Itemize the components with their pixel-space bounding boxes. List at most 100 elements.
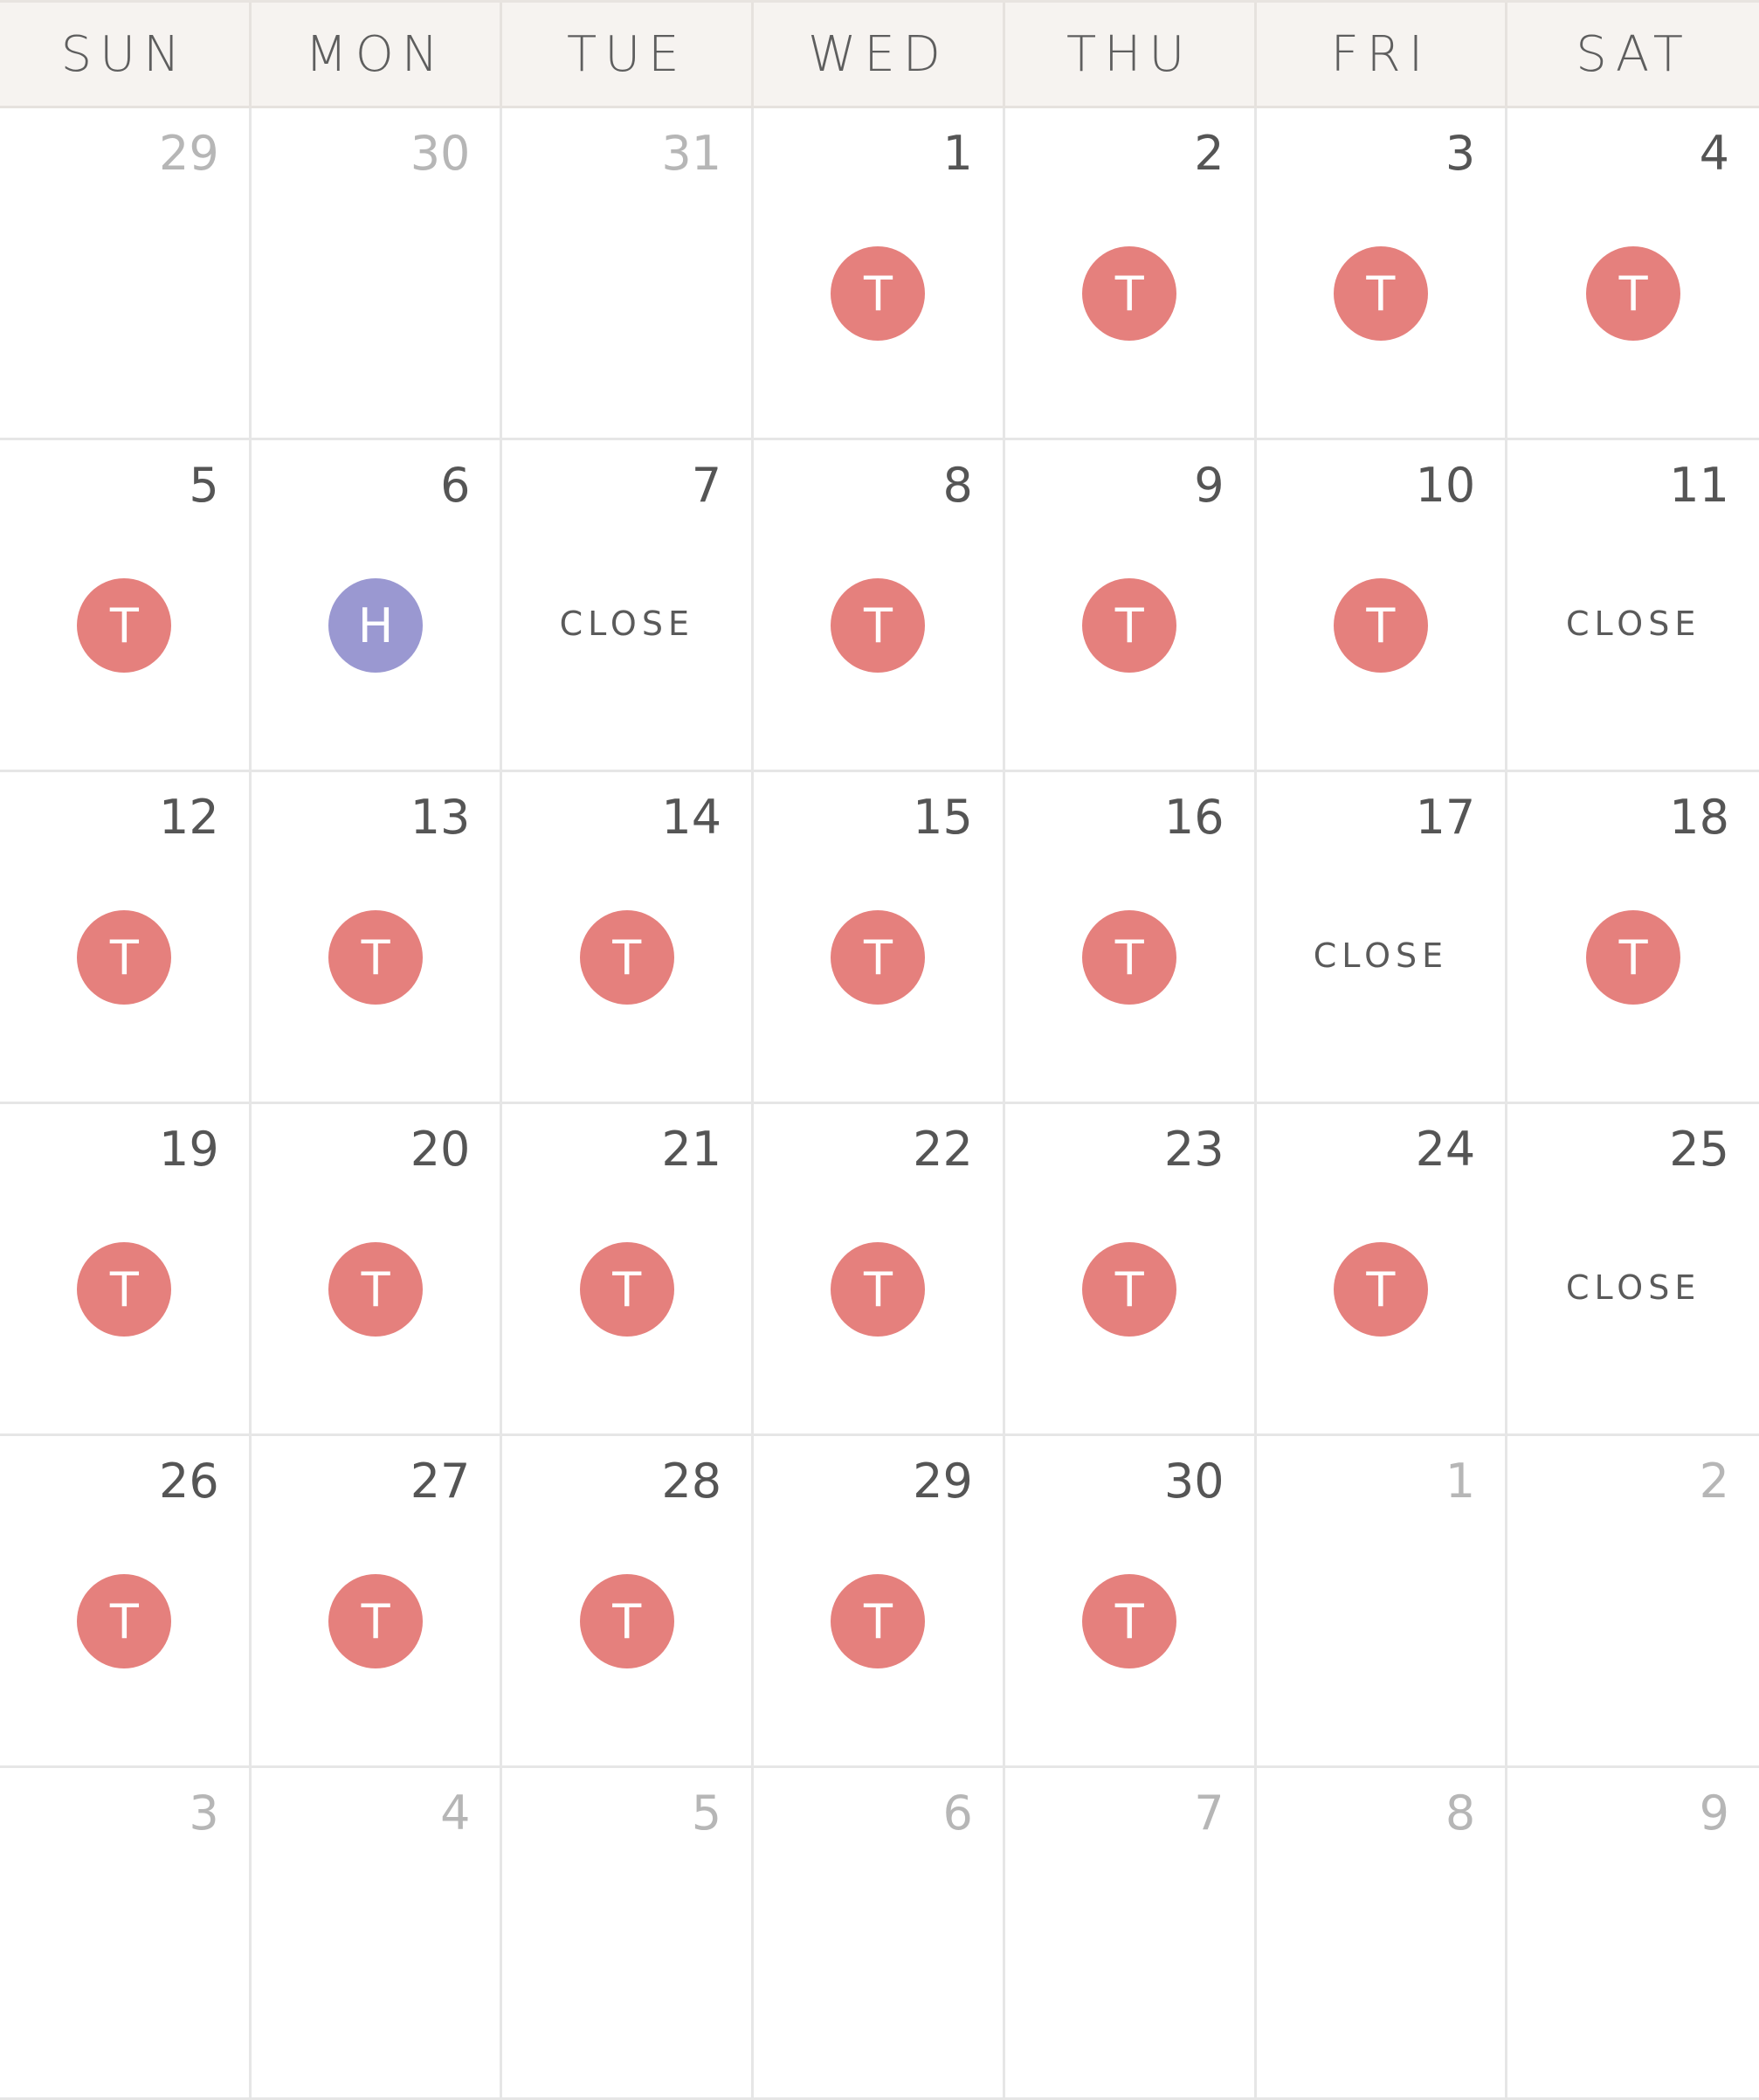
day-number: 10	[1415, 458, 1476, 513]
day-cell[interactable]: 8	[1256, 1768, 1508, 2100]
day-cell[interactable]: 4	[251, 1768, 503, 2100]
day-cell[interactable]: 20 T	[251, 1104, 503, 1436]
day-cell[interactable]: 1	[1256, 1436, 1508, 1768]
day-cell[interactable]: 22 T	[754, 1104, 1005, 1436]
event-marker-t[interactable]: T	[77, 910, 172, 1005]
day-cell[interactable]: 7 CLOSE	[502, 440, 755, 772]
day-number: 13	[410, 790, 471, 845]
event-marker-t[interactable]: T	[328, 1242, 424, 1337]
day-cell[interactable]: 28 T	[502, 1436, 755, 1768]
day-cell[interactable]: 9	[1507, 1768, 1759, 2100]
event-marker-t[interactable]: T	[1082, 910, 1177, 1005]
event-marker-t[interactable]: T	[1586, 246, 1681, 341]
event-marker-t[interactable]: T	[1082, 578, 1177, 673]
closed-label: CLOSE	[1565, 1268, 1701, 1307]
event-marker-h[interactable]: H	[328, 578, 424, 673]
day-cell[interactable]: 27 T	[251, 1436, 503, 1768]
closed-label: CLOSE	[1313, 936, 1449, 975]
day-number: 30	[1163, 1454, 1224, 1509]
day-number: 7	[691, 458, 722, 513]
event-marker-t[interactable]: T	[1333, 578, 1428, 673]
event-marker-t[interactable]: T	[1082, 1574, 1177, 1668]
day-cell[interactable]: 29	[0, 108, 252, 440]
event-marker-t[interactable]: T	[1333, 1242, 1428, 1337]
day-cell[interactable]: 3	[0, 1768, 252, 2100]
day-cell[interactable]: 14 T	[502, 772, 755, 1104]
day-cell[interactable]: 25 CLOSE	[1507, 1104, 1759, 1436]
day-cell[interactable]: 29 T	[754, 1436, 1005, 1768]
day-cell[interactable]: 23 T	[1004, 1104, 1257, 1436]
day-cell[interactable]: 21 T	[502, 1104, 755, 1436]
day-cell[interactable]: 31	[502, 108, 755, 440]
weekday-tue: TUE	[502, 3, 755, 106]
day-cell[interactable]: 24 T	[1256, 1104, 1508, 1436]
day-cell[interactable]: 2	[1507, 1436, 1759, 1768]
day-cell[interactable]: 30	[251, 108, 503, 440]
day-cell[interactable]: 7	[1004, 1768, 1257, 2100]
event-marker-t[interactable]: T	[1082, 246, 1177, 341]
event-marker-t[interactable]: T	[77, 1242, 172, 1337]
day-number: 8	[942, 458, 973, 513]
day-cell[interactable]: 19 T	[0, 1104, 252, 1436]
event-marker-t[interactable]: T	[77, 578, 172, 673]
day-cell[interactable]: 26 T	[0, 1436, 252, 1768]
weekday-mon: MON	[252, 3, 503, 106]
event-marker-t[interactable]: T	[579, 910, 674, 1005]
day-number: 24	[1415, 1122, 1476, 1177]
event-marker-t[interactable]: T	[831, 1242, 926, 1337]
day-number: 29	[913, 1454, 973, 1509]
day-cell[interactable]: 30 T	[1004, 1436, 1257, 1768]
day-number: 7	[1194, 1786, 1224, 1841]
day-number: 29	[158, 126, 219, 181]
weekday-sat: SAT	[1576, 25, 1692, 83]
day-number: 6	[942, 1786, 973, 1841]
weekday-wed: WED	[754, 3, 1005, 106]
day-cell[interactable]: 15 T	[754, 772, 1005, 1104]
event-marker-t[interactable]: T	[328, 910, 424, 1005]
day-cell[interactable]: 5	[502, 1768, 755, 2100]
event-marker-t[interactable]: T	[1333, 246, 1428, 341]
day-cell[interactable]: 12 T	[0, 772, 252, 1104]
day-number: 1	[1445, 1454, 1476, 1509]
day-cell[interactable]: 16 T	[1004, 772, 1257, 1104]
day-number: 21	[661, 1122, 722, 1177]
day-number: 17	[1415, 790, 1476, 845]
event-marker-t[interactable]: T	[831, 246, 926, 341]
day-cell[interactable]: 18 T	[1507, 772, 1759, 1104]
day-cell[interactable]: 17 CLOSE	[1256, 772, 1508, 1104]
weekday-sun: SUN	[0, 3, 252, 106]
day-cell[interactable]: 6	[754, 1768, 1005, 2100]
day-number: 31	[661, 126, 722, 181]
closed-label: CLOSE	[1565, 604, 1701, 643]
event-marker-t[interactable]: T	[579, 1242, 674, 1337]
day-number: 3	[189, 1786, 219, 1841]
calendar-grid: 29 30 31 1 T 2 T 3 T 4 T 5 T 6 H 7 CLOSE 8 T 9 T 10 T 11 CLOSE 12…	[0, 108, 1759, 2100]
day-cell[interactable]: 11 CLOSE	[1507, 440, 1759, 772]
event-marker-t[interactable]: T	[1586, 910, 1681, 1005]
day-number: 6	[440, 458, 471, 513]
event-marker-t[interactable]: T	[77, 1574, 172, 1668]
day-number: 9	[1699, 1786, 1729, 1841]
event-marker-t[interactable]: T	[328, 1574, 424, 1668]
event-marker-t[interactable]: T	[831, 910, 926, 1005]
event-marker-t[interactable]: T	[831, 578, 926, 673]
day-number: 4	[1699, 126, 1729, 181]
event-marker-t[interactable]: T	[831, 1574, 926, 1668]
day-number: 1	[942, 126, 973, 181]
event-marker-t[interactable]: T	[1082, 1242, 1177, 1337]
weekday-fri: FRI	[1257, 3, 1508, 106]
weekday-thu: THU	[1005, 3, 1257, 106]
day-cell[interactable]: 13 T	[251, 772, 503, 1104]
event-marker-t[interactable]: T	[579, 1574, 674, 1668]
closed-label: CLOSE	[559, 604, 694, 643]
day-cell[interactable]: 10 T	[1256, 440, 1508, 772]
